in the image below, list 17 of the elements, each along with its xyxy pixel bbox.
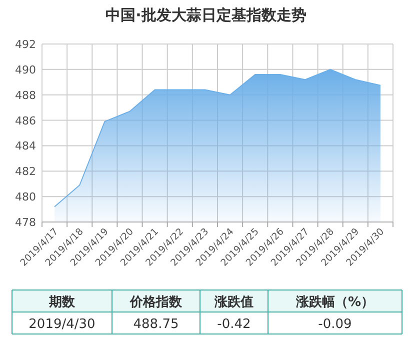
text: 价格指数 (129, 295, 183, 310)
text: 涨跌幅（%） (294, 295, 374, 310)
text: 期数 (48, 295, 76, 310)
y-tick-label: 484 (15, 140, 36, 153)
chart-title: 中国·批发大蒜日定基指数走势 (106, 6, 306, 24)
y-tick-label: 490 (15, 63, 36, 76)
y-tick-label: 488 (15, 88, 36, 102)
y-tick-label: 480 (15, 190, 36, 204)
text: 488.75 (133, 317, 179, 332)
y-tick-label: 478 (15, 216, 36, 229)
y-tick-label: 482 (15, 165, 36, 178)
text: -0.09 (318, 317, 352, 332)
text: -0.42 (217, 317, 251, 332)
y-tick-label: 486 (15, 114, 36, 128)
text: 2019/4/30 (28, 317, 96, 332)
text: 涨跌值 (214, 295, 254, 310)
y-tick-label: 492 (15, 38, 36, 51)
